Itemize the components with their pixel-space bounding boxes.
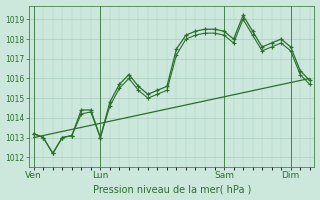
X-axis label: Pression niveau de la mer( hPa ): Pression niveau de la mer( hPa ) [92, 184, 251, 194]
